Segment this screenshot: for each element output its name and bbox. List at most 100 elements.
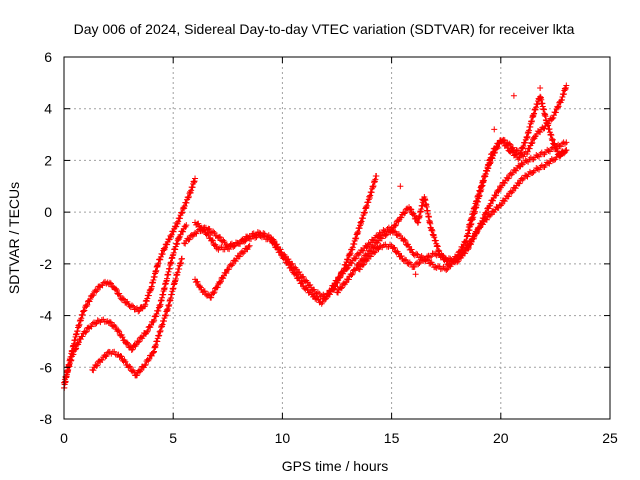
data-point	[115, 327, 122, 334]
data-point	[81, 307, 88, 314]
data-point	[356, 266, 363, 273]
data-point	[270, 239, 277, 246]
data-point	[201, 226, 208, 233]
series-scattered	[397, 85, 544, 278]
data-point	[284, 259, 291, 266]
data-point	[254, 231, 261, 238]
data-point	[150, 318, 157, 325]
data-point	[408, 246, 415, 253]
plot-frame	[63, 56, 611, 420]
data-point	[398, 253, 405, 260]
data-point	[72, 346, 79, 353]
data-point	[340, 270, 347, 277]
data-point	[116, 328, 123, 335]
data-point	[330, 283, 337, 290]
data-point	[395, 250, 402, 257]
data-point	[419, 196, 426, 203]
data-point	[412, 271, 419, 278]
data-point	[501, 198, 508, 205]
data-point	[462, 250, 469, 257]
y-tick-label: 6	[44, 49, 52, 65]
x-tick-label: 20	[493, 430, 509, 446]
data-point	[346, 251, 353, 258]
data-point	[180, 204, 187, 211]
data-point	[241, 248, 248, 255]
data-point	[367, 253, 374, 260]
data-point	[83, 303, 90, 310]
data-point	[147, 287, 154, 294]
data-point	[414, 251, 421, 258]
data-point	[383, 231, 390, 238]
data-point	[422, 256, 429, 263]
data-point	[144, 327, 151, 334]
data-point	[282, 256, 289, 263]
data-point	[443, 266, 450, 273]
data-point	[415, 261, 422, 268]
data-point	[526, 145, 533, 152]
data-point	[334, 289, 341, 296]
data-point	[174, 240, 181, 247]
data-point	[118, 353, 125, 360]
data-point	[155, 307, 162, 314]
y-tick-label: -6	[40, 359, 53, 375]
data-point	[103, 352, 110, 359]
data-point	[524, 173, 531, 180]
x-tick-label: 5	[169, 430, 177, 446]
data-point	[536, 153, 543, 160]
data-point	[209, 237, 216, 244]
data-point	[147, 286, 154, 293]
series-track-2	[61, 222, 190, 386]
data-point	[95, 318, 102, 325]
data-point	[501, 137, 508, 144]
data-point	[129, 346, 136, 353]
data-point	[152, 313, 159, 320]
data-point	[378, 235, 385, 242]
data-point	[487, 159, 494, 166]
data-point	[534, 101, 541, 108]
data-point	[487, 211, 494, 218]
data-point	[524, 148, 531, 155]
data-point	[490, 197, 496, 204]
data-point	[530, 169, 537, 176]
data-point	[136, 307, 143, 314]
y-tick-label: -2	[40, 256, 53, 272]
data-point	[82, 329, 89, 336]
data-point	[277, 249, 284, 256]
data-point	[166, 236, 173, 243]
data-point	[143, 298, 150, 305]
data-point	[183, 222, 190, 229]
data-point	[505, 175, 512, 182]
data-point	[537, 129, 544, 136]
data-point	[491, 149, 498, 156]
x-tick-label: 25	[602, 430, 618, 446]
data-point	[533, 104, 540, 111]
data-point	[534, 165, 541, 172]
data-point	[454, 252, 461, 259]
data-point	[498, 182, 505, 189]
data-point	[314, 289, 321, 296]
data-point	[322, 295, 329, 302]
data-point	[371, 249, 378, 256]
data-point	[516, 180, 523, 187]
data-point	[208, 237, 215, 244]
data-point	[495, 188, 502, 195]
data-point	[135, 339, 142, 346]
data-point	[507, 141, 514, 148]
data-point	[337, 285, 344, 292]
data-point	[185, 193, 192, 200]
data-point	[73, 345, 80, 352]
series-track-5	[192, 219, 395, 307]
data-point	[519, 144, 526, 151]
data-point	[173, 219, 180, 226]
data-point	[248, 235, 255, 242]
data-point	[88, 323, 95, 330]
data-point	[555, 103, 562, 110]
data-point	[373, 172, 380, 179]
data-point	[121, 296, 128, 303]
data-point	[229, 261, 236, 268]
data-point	[245, 243, 252, 250]
data-point	[167, 232, 174, 239]
data-point	[181, 202, 188, 209]
data-point	[359, 262, 366, 269]
data-point	[473, 230, 480, 237]
